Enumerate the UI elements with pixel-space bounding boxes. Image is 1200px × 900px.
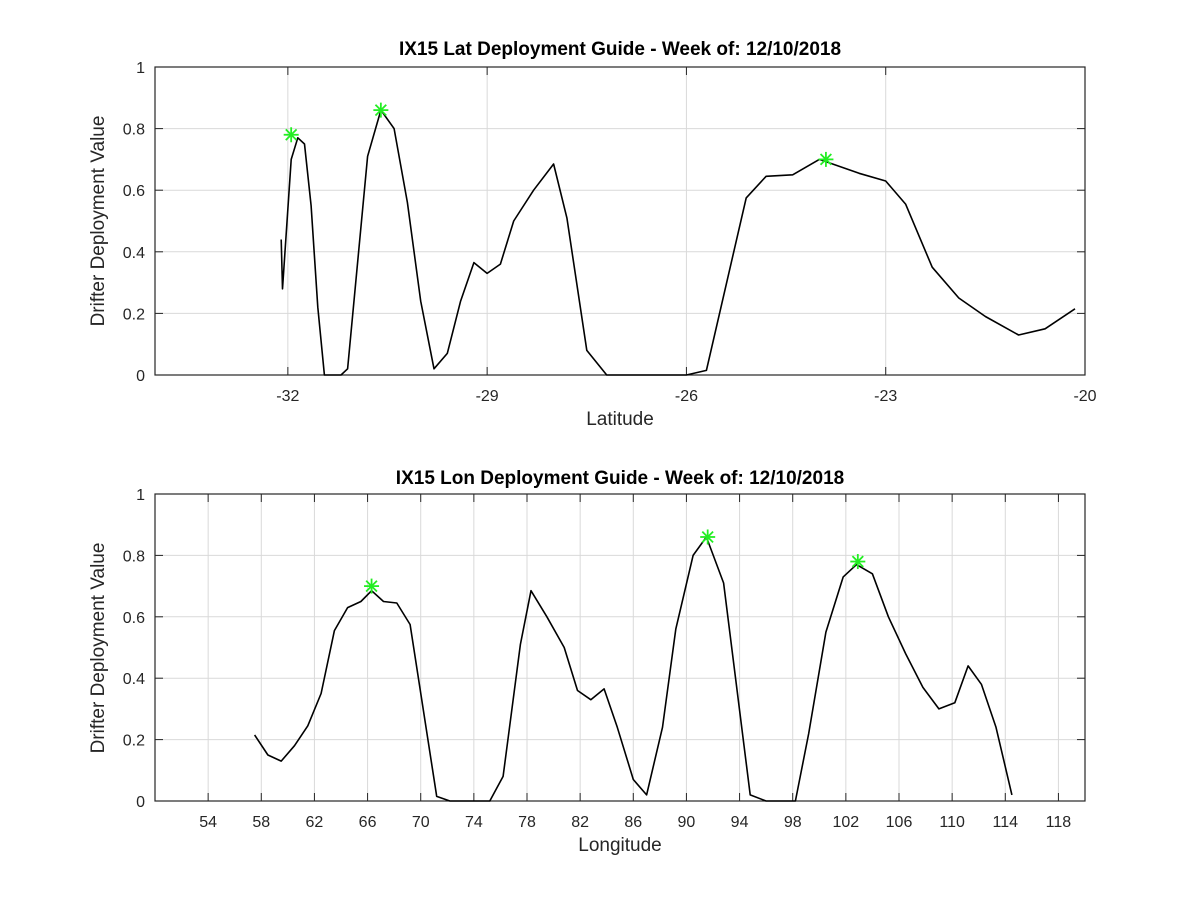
bottom-chart-x-axis-label: Longitude: [578, 835, 661, 856]
bottom-chart-y-tick-label: 0.2: [123, 733, 145, 750]
bottom-chart-peak-marker: [850, 554, 866, 570]
top-chart: IX15 Lat Deployment Guide - Week of: 12/…: [88, 39, 1097, 430]
top-chart-y-tick-label: 0.2: [123, 306, 145, 323]
top-chart-peak-marker: [283, 127, 299, 143]
bottom-chart-y-tick-label: 0.8: [123, 548, 145, 565]
top-chart-x-tick-labels: -32 -29 -26 -23 -20: [276, 388, 1096, 405]
bottom-chart-peak-marker: [700, 529, 716, 545]
top-chart-series: [280, 109, 1076, 376]
bottom-chart-x-tick-label: 54: [199, 814, 217, 831]
bottom-chart-y-tick-label: 1: [136, 487, 145, 504]
top-chart-y-tick-label: 0.8: [123, 122, 145, 139]
bottom-chart-series: [253, 536, 1013, 802]
bottom-chart-peak-marker-stroke: [365, 580, 378, 593]
bottom-chart-y-tick-label: 0.4: [123, 671, 145, 688]
top-chart-markers: [283, 102, 834, 167]
bottom-chart-x-tick-labels: 54 58 62 66 70 74 78 82 86 90 94 98 102 106 110 114 118: [199, 814, 1071, 831]
top-chart-peak-marker: [818, 151, 834, 167]
bottom-chart-x-tick-label: 106: [886, 814, 913, 831]
top-chart-y-tick-label: 0.6: [123, 183, 145, 200]
bottom-chart-x-tick-label: 102: [833, 814, 860, 831]
bottom-chart-x-tick-label: 114: [993, 814, 1019, 831]
bottom-chart-y-tick-labels: 0 0.2 0.4 0.6 0.8 1: [123, 487, 145, 811]
top-chart-peak-marker-stroke: [819, 153, 832, 166]
bottom-chart-series-line: [253, 536, 1013, 802]
top-chart-y-tick-labels: 0 0.2 0.4 0.6 0.8 1: [123, 60, 145, 385]
bottom-chart-x-tick-label: 94: [731, 814, 749, 831]
bottom-chart-y-tick-label: 0: [136, 794, 145, 811]
top-chart-x-tick-label: -26: [675, 388, 698, 405]
top-chart-y-tick-label: 0: [136, 368, 145, 385]
bottom-chart-frame: [154, 493, 1086, 802]
bottom-chart-x-tick-label: 78: [518, 814, 536, 831]
bottom-chart-x-tick-label: 98: [784, 814, 802, 831]
bottom-chart-title: IX15 Lon Deployment Guide - Week of: 12/…: [396, 468, 844, 489]
bottom-chart: IX15 Lon Deployment Guide - Week of: 12/…: [88, 468, 1086, 856]
top-chart-peak-marker-stroke: [374, 104, 387, 117]
top-chart-x-tick-label: -20: [1073, 388, 1096, 405]
bottom-chart-x-tick-label: 58: [252, 814, 270, 831]
bottom-chart-x-tick-label: 62: [306, 814, 324, 831]
top-chart-x-tick-label: -23: [874, 388, 897, 405]
bottom-chart-x-tick-label: 86: [624, 814, 642, 831]
bottom-chart-markers: [364, 529, 866, 594]
bottom-chart-x-tick-label: 66: [359, 814, 377, 831]
bottom-chart-x-tick-label: 74: [465, 814, 483, 831]
bottom-chart-peak-marker: [364, 578, 380, 594]
top-chart-peak-marker: [373, 102, 389, 118]
bottom-chart-x-tick-label: 82: [571, 814, 589, 831]
top-chart-y-axis-label: Drifter Deployment Value: [88, 116, 109, 327]
top-chart-x-tick-label: -29: [476, 388, 499, 405]
bottom-chart-x-tick-label: 70: [412, 814, 430, 831]
bottom-chart-peak-marker-stroke: [851, 555, 864, 568]
top-chart-peak-marker-stroke: [285, 128, 298, 141]
top-chart-y-tick-label: 1: [136, 60, 145, 77]
bottom-chart-x-tick-label: 110: [939, 814, 965, 831]
bottom-chart-x-tick-label: 118: [1046, 814, 1072, 831]
top-chart-title: IX15 Lat Deployment Guide - Week of: 12/…: [399, 39, 841, 60]
bottom-chart-ticks: [155, 493, 1085, 802]
bottom-chart-peak-marker-stroke: [701, 530, 714, 544]
top-chart-x-tick-label: -32: [276, 388, 299, 405]
bottom-chart-y-axis-label: Drifter Deployment Value: [88, 543, 109, 754]
top-chart-x-axis-label: Latitude: [586, 409, 654, 430]
bottom-chart-x-tick-label: 90: [678, 814, 696, 831]
top-chart-ticks: [155, 66, 1086, 376]
bottom-chart-y-tick-label: 0.6: [123, 610, 145, 627]
top-chart-series-line: [280, 109, 1076, 376]
top-chart-y-tick-label: 0.4: [123, 245, 145, 262]
